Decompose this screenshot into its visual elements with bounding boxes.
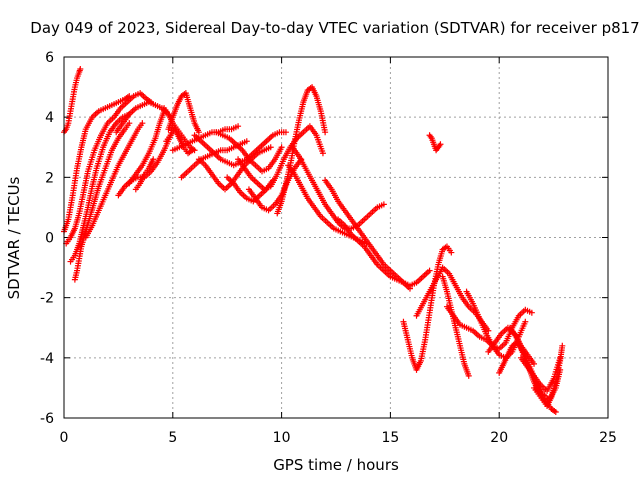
data-point — [559, 342, 566, 349]
data-point — [150, 156, 157, 163]
data-point — [243, 138, 250, 145]
data-layer — [61, 66, 566, 415]
data-series — [322, 177, 413, 292]
x-tick-label: 20 — [490, 430, 508, 446]
y-axis-label: SDTVAR / TECUs — [5, 176, 23, 299]
data-point — [267, 144, 274, 151]
data-point — [522, 318, 529, 325]
data-point — [235, 123, 242, 130]
data-point — [380, 201, 387, 208]
data-point — [139, 120, 146, 127]
data-series — [71, 120, 133, 283]
data-point — [322, 129, 329, 136]
x-tick-label: 0 — [60, 430, 69, 446]
data-point — [195, 129, 202, 136]
data-point — [437, 141, 444, 148]
data-series — [82, 120, 146, 241]
y-tick-label: 6 — [45, 50, 54, 66]
data-point — [465, 372, 472, 379]
y-tick-label: 4 — [45, 110, 54, 126]
data-series — [132, 156, 157, 193]
y-tick-label: -6 — [40, 411, 54, 427]
data-point — [282, 129, 289, 136]
x-tick-label: 25 — [599, 430, 617, 446]
data-series — [61, 66, 84, 136]
data-point — [531, 360, 538, 367]
data-series — [463, 288, 529, 361]
data-series — [113, 99, 172, 136]
y-tick-label: -4 — [40, 351, 54, 367]
y-tick-label: -2 — [40, 291, 54, 307]
data-series — [426, 132, 444, 154]
data-point — [528, 309, 535, 316]
data-point — [126, 120, 133, 127]
data-point — [485, 327, 492, 334]
plot-frame — [63, 56, 609, 419]
y-tick-label: 2 — [45, 170, 54, 186]
x-tick-label: 10 — [273, 430, 291, 446]
data-point — [77, 66, 84, 73]
data-point — [426, 267, 433, 274]
data-point — [189, 147, 196, 154]
data-series — [517, 354, 564, 394]
data-series — [63, 90, 155, 247]
x-tick-label: 15 — [381, 430, 399, 446]
data-series — [126, 108, 168, 187]
data-series — [165, 90, 202, 136]
x-axis-label: GPS time / hours — [273, 456, 399, 474]
data-series — [235, 123, 326, 193]
data-series — [191, 129, 289, 169]
data-series — [274, 84, 329, 217]
data-series — [213, 129, 285, 175]
data-point — [319, 150, 326, 157]
data-point — [557, 354, 564, 361]
data-point — [278, 144, 285, 151]
data-series — [335, 216, 433, 289]
x-tick-label: 5 — [168, 430, 177, 446]
data-point — [552, 408, 559, 415]
tick-label-layer: 0 5 10 15 20 25 -6 -4 -2 0 2 4 6 — [40, 50, 617, 446]
grid-layer — [64, 57, 608, 418]
data-series — [67, 111, 133, 265]
data-series — [443, 303, 535, 352]
chart-title: Day 049 of 2023, Sidereal Day-to-day VTE… — [30, 19, 639, 37]
data-point — [448, 249, 455, 256]
y-tick-label: 0 — [45, 231, 54, 247]
data-series — [61, 93, 133, 235]
